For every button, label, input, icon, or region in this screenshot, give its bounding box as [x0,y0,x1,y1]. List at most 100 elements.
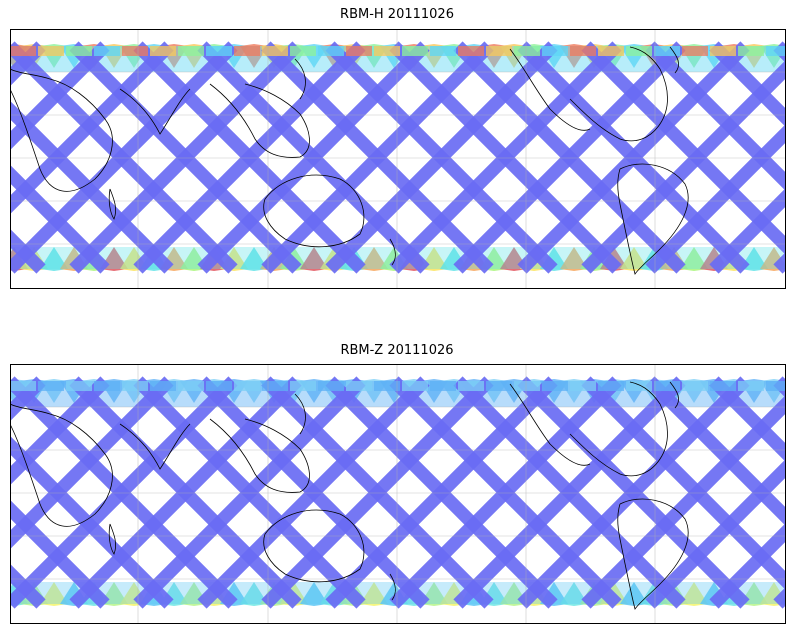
polar-south-cell [560,582,588,606]
swath-descending [10,100,174,274]
swath-layer [10,376,786,609]
polar-north-tile [122,381,148,391]
coastline-southeast-asia [209,418,310,493]
swath-ascending [453,41,686,274]
swath-ascending [709,522,786,609]
polar-north-tile [122,46,148,56]
panel-title-rbm-z: RBM-Z 20111026 [340,343,454,358]
polar-south-cell [40,247,68,271]
polar-north-tile [626,46,652,56]
swath-ascending [10,376,110,486]
polar-north-tile [402,46,428,56]
coastline-alaska [509,48,591,131]
swath-ascending [197,376,430,609]
polar-north-tile [626,381,652,391]
coastline-south-america [617,498,689,610]
polar-south-cell [560,247,588,271]
swath-descending [10,499,110,609]
swath-ascending [325,376,558,609]
coastline-north-america [569,46,668,142]
polar-north-tile [710,46,736,56]
coastline-india [119,423,191,470]
polar-north-tile [206,381,232,391]
coastline-new-zealand [389,573,396,601]
coastline-east-africa [10,68,113,192]
polar-north-tile [234,46,260,56]
polar-south-cell [680,247,708,271]
swath-ascending [10,41,238,274]
swath-ascending [69,41,302,274]
polar-north-tile [486,381,512,391]
polar-north-tile [262,46,288,56]
swath-ascending [581,59,786,274]
polar-north-tile [738,381,764,391]
swath-ascending [10,376,174,550]
polar-north-tile [94,381,120,391]
swath-descending [10,164,110,274]
coastline-india [119,88,191,135]
polar-south-cell [620,582,648,606]
polar-south-cell [40,582,68,606]
polar-north-tile [766,381,786,391]
polar-north-tile [486,46,512,56]
polar-north-tile [374,381,400,391]
polar-north-tile [542,46,568,56]
coastline-southeast-asia [209,83,310,158]
polar-north-tile [766,46,786,56]
polar-north-tile [738,46,764,56]
swath-ascending [645,123,786,274]
polar-south-cell [360,582,388,606]
polar-south-cell [680,582,708,606]
coastline-new-zealand [389,238,396,266]
panel-title-rbm-h: RBM-H 20111026 [340,7,454,22]
polar-south-cell [240,582,268,606]
coastline-australia [263,174,365,248]
polar-north-tile [318,46,344,56]
swath-descending [10,435,174,609]
swath-ascending [197,41,430,274]
swath-ascending [517,41,750,274]
polar-north-tile [206,46,232,56]
swath-ascending [581,394,786,609]
map-frame [10,29,786,289]
swath-ascending [325,41,558,274]
swath-ascending [133,376,366,609]
polar-north-tile [654,381,680,391]
coastline-alaska [509,383,591,466]
swath-ascending [69,376,302,609]
polar-north-tile [262,381,288,391]
swath-ascending [709,187,786,274]
polar-north-tile [514,381,540,391]
polar-north-tile [570,46,596,56]
polar-north-tile [346,381,372,391]
swath-ascending [645,458,786,609]
polar-north-tile [178,46,204,56]
swath-ascending [133,41,366,274]
polar-south-cell [620,247,648,271]
polar-north-tile [598,381,624,391]
polar-north-tile [402,381,428,391]
polar-north-tile [290,46,316,56]
polar-north-tile [458,381,484,391]
polar-north-tile [38,381,64,391]
coastline-japan [294,58,306,100]
map-panel-rbm-z [10,364,786,624]
polar-south-cell [240,247,268,271]
swath-ascending [389,41,622,274]
swath-ascending [10,376,238,609]
polar-north-tile [38,46,64,56]
polar-north-tile [430,46,456,56]
coastline-south-america [617,163,689,275]
polar-south-cell [300,582,328,606]
coastline-greenland [669,46,680,74]
polar-north-tile [150,381,176,391]
swath-ascending [10,41,110,151]
swath-ascending [10,41,174,215]
gridlines [10,364,786,624]
coastline-layer [10,46,689,275]
polar-south-cell [360,247,388,271]
coastline-east-africa [10,403,113,527]
map-frame [10,364,786,624]
swath-ascending [389,376,622,609]
polar-north-tile [10,381,36,391]
